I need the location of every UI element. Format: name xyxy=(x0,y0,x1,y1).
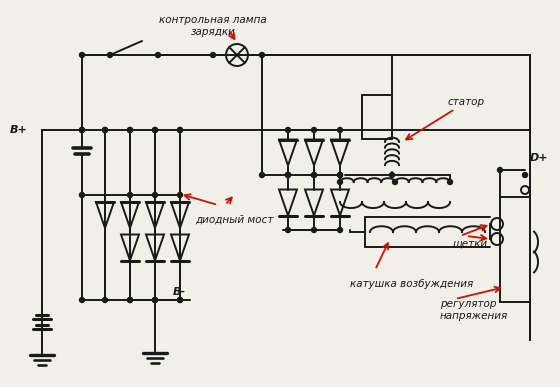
Circle shape xyxy=(286,228,291,233)
Text: D+: D+ xyxy=(530,153,549,163)
Circle shape xyxy=(522,173,528,178)
Circle shape xyxy=(178,298,183,303)
Text: диодный мост: диодный мост xyxy=(195,215,273,225)
Circle shape xyxy=(311,173,316,178)
Text: статор: статор xyxy=(448,97,485,107)
Circle shape xyxy=(128,192,133,197)
Circle shape xyxy=(128,298,133,303)
Circle shape xyxy=(311,173,316,178)
Polygon shape xyxy=(279,139,297,166)
Polygon shape xyxy=(121,202,139,228)
Circle shape xyxy=(102,298,108,303)
Circle shape xyxy=(102,127,108,132)
Circle shape xyxy=(259,173,264,178)
Circle shape xyxy=(286,173,291,178)
Circle shape xyxy=(338,173,343,178)
Polygon shape xyxy=(146,235,164,260)
Circle shape xyxy=(80,53,85,58)
Polygon shape xyxy=(331,139,349,166)
Circle shape xyxy=(152,298,157,303)
Circle shape xyxy=(80,127,85,132)
Circle shape xyxy=(178,298,183,303)
Circle shape xyxy=(393,180,398,185)
Polygon shape xyxy=(146,202,164,228)
Circle shape xyxy=(80,192,85,197)
Polygon shape xyxy=(331,190,349,216)
Polygon shape xyxy=(279,190,297,216)
Circle shape xyxy=(80,127,85,132)
Text: B-: B- xyxy=(173,287,186,297)
Polygon shape xyxy=(171,202,189,228)
Circle shape xyxy=(286,173,291,178)
Circle shape xyxy=(152,298,157,303)
Circle shape xyxy=(447,180,452,185)
Circle shape xyxy=(497,168,502,173)
Circle shape xyxy=(152,127,157,132)
Text: контрольная лампа
зарядки: контрольная лампа зарядки xyxy=(159,15,267,37)
Polygon shape xyxy=(305,139,323,166)
Circle shape xyxy=(286,127,291,132)
Circle shape xyxy=(80,298,85,303)
Circle shape xyxy=(311,228,316,233)
Circle shape xyxy=(152,192,157,197)
Circle shape xyxy=(152,127,157,132)
Circle shape xyxy=(156,53,161,58)
Polygon shape xyxy=(96,202,114,228)
Circle shape xyxy=(178,127,183,132)
Circle shape xyxy=(390,173,394,178)
Circle shape xyxy=(211,53,216,58)
Circle shape xyxy=(338,180,343,185)
Circle shape xyxy=(338,173,343,178)
Circle shape xyxy=(128,127,133,132)
Circle shape xyxy=(259,53,264,58)
Circle shape xyxy=(178,192,183,197)
Text: B+: B+ xyxy=(10,125,28,135)
Text: регулятор
напряжения: регулятор напряжения xyxy=(440,299,508,320)
Polygon shape xyxy=(171,235,189,260)
Circle shape xyxy=(178,127,183,132)
Circle shape xyxy=(128,298,133,303)
Circle shape xyxy=(108,53,113,58)
Circle shape xyxy=(102,127,108,132)
Text: катушка возбуждения: катушка возбуждения xyxy=(350,279,473,289)
Circle shape xyxy=(338,127,343,132)
Circle shape xyxy=(128,127,133,132)
Circle shape xyxy=(286,173,291,178)
Polygon shape xyxy=(305,190,323,216)
Circle shape xyxy=(311,127,316,132)
Text: щетки: щетки xyxy=(452,239,487,249)
Circle shape xyxy=(338,228,343,233)
Polygon shape xyxy=(121,235,139,260)
